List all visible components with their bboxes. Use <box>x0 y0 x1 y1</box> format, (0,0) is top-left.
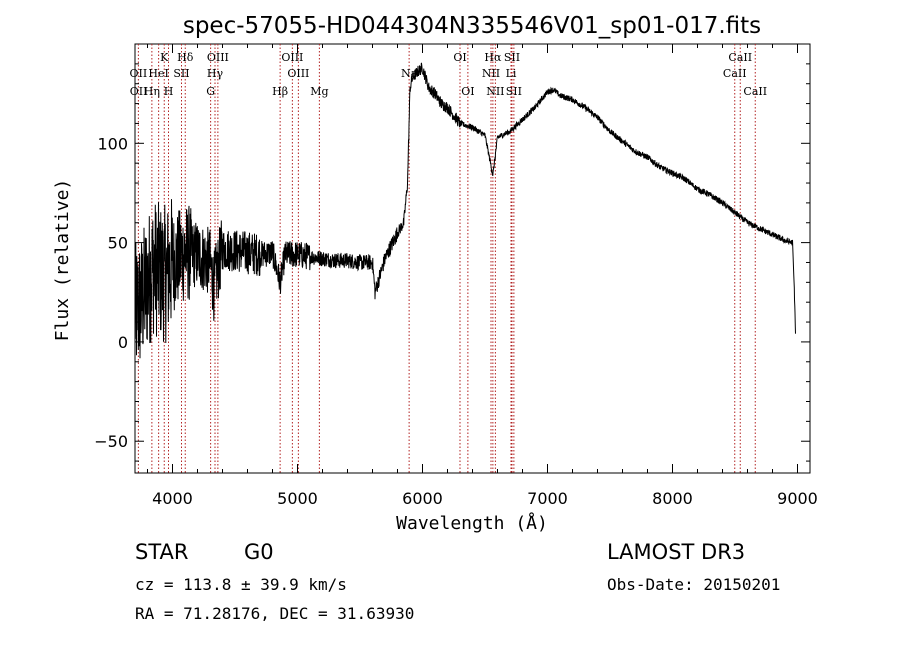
coordinates: RA = 71.28176, DEC = 31.63930 <box>135 604 414 623</box>
spectral-line-label: OII <box>130 67 148 80</box>
spectral-line-label: CaII <box>728 51 752 64</box>
spectral-line-label: SII <box>506 85 522 98</box>
spectral-line-label: OII <box>130 85 148 98</box>
spectral-line-label: OIII <box>281 51 303 64</box>
y-tick-label: 0 <box>118 333 128 352</box>
spectral-line-label: NII <box>482 67 500 80</box>
x-tick-label: 4000 <box>152 489 193 508</box>
x-tick-label: 5000 <box>277 489 318 508</box>
spectral-line-label: G <box>206 85 215 98</box>
x-tick-label: 6000 <box>402 489 443 508</box>
spectral-line-label: OI <box>461 85 474 98</box>
y-tick-label: 100 <box>97 134 128 153</box>
x-ticks: 4000 5000 6000 7000 8000 9000 <box>147 44 818 508</box>
chart-title: spec-57055-HD044304N335546V01_sp01-017.f… <box>183 13 761 39</box>
redshift-cz: cz = 113.8 ± 39.9 km/s <box>135 575 347 594</box>
spectral-line-label: SII <box>173 67 189 80</box>
spectral-line-label: HeI <box>148 67 168 80</box>
x-tick-label: 9000 <box>777 489 818 508</box>
spectral-line-label: Hβ <box>272 85 288 98</box>
x-tick-label: 7000 <box>527 489 568 508</box>
spectral-line-label: NII <box>486 85 504 98</box>
plot-area: 4000 5000 6000 7000 8000 9000 −50 0 50 100 Hδ K OI… <box>94 43 818 508</box>
info-block: STAR G0 LAMOST DR3 cz = 113.8 ± 39.9 km/… <box>135 540 780 623</box>
y-ticks: −50 0 50 100 <box>94 63 810 462</box>
spectral-line-label: Hδ <box>177 51 194 64</box>
spectral-line-label: H <box>164 85 174 98</box>
spectral-line-label: Na <box>401 67 418 80</box>
y-axis-label: Flux (relative) <box>52 179 73 342</box>
observation-date: Obs-Date: 20150201 <box>607 575 780 594</box>
spectral-line-label: SII <box>504 51 520 64</box>
spectral-line-label: CaII <box>723 67 747 80</box>
x-tick-label: 8000 <box>652 489 693 508</box>
spectral-line-label: K <box>160 51 169 64</box>
spectral-line-label: Li <box>506 67 517 80</box>
object-type: STAR <box>135 540 188 564</box>
spectral-line-label: Hα <box>484 51 502 64</box>
x-axis-label: Wavelength (Å) <box>396 512 548 534</box>
spectral-line-label: OIII <box>287 67 309 80</box>
spectral-line-label: Hη <box>144 85 160 98</box>
spectral-line-label: Hγ <box>207 67 224 80</box>
spectral-line-label: CaII <box>743 85 767 98</box>
object-subclass: G0 <box>244 540 274 564</box>
spectral-line-label: OIII <box>207 51 229 64</box>
spectral-line-label: OI <box>453 51 466 64</box>
y-tick-label: 50 <box>108 234 128 253</box>
spectrum-line <box>134 62 796 359</box>
spectral-line-label: Mg <box>310 85 328 98</box>
y-tick-label: −50 <box>94 432 128 451</box>
survey-name: LAMOST DR3 <box>607 540 745 564</box>
